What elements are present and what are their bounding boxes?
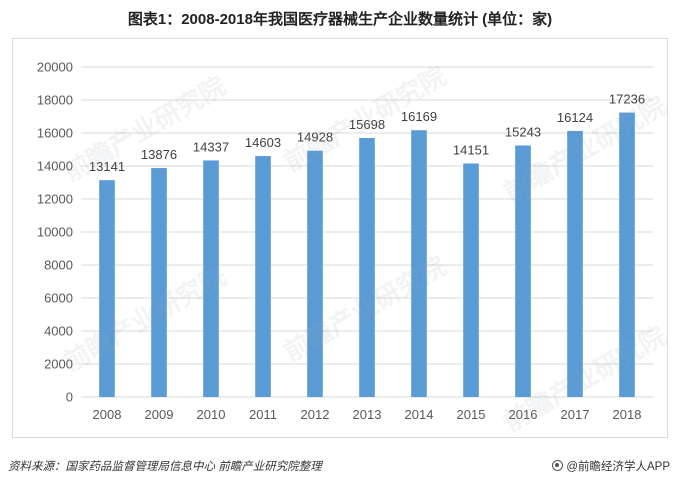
y-tick-label: 10000 <box>37 225 73 240</box>
bar-2008 <box>99 180 115 397</box>
x-tick-label: 2013 <box>353 407 382 422</box>
bar-chart: 0 2000 4000 6000 8000 10000 12000 14000 16000 180… <box>37 60 653 422</box>
y-tick-label: 0 <box>66 390 73 405</box>
data-label: 16169 <box>401 109 437 124</box>
y-tick-label: 20000 <box>37 60 73 75</box>
bar-2017 <box>567 130 583 397</box>
x-tick-label: 2017 <box>561 407 590 422</box>
y-tick-label: 16000 <box>37 126 73 141</box>
brand-text: @前瞻经济学人APP <box>566 461 670 473</box>
data-label: 16124 <box>557 110 593 125</box>
bar-2012 <box>307 150 323 397</box>
y-tick-label: 14000 <box>37 159 73 174</box>
x-tick-label: 2015 <box>457 407 486 422</box>
y-tick-label: 2000 <box>44 357 73 372</box>
bar-2009 <box>151 168 167 397</box>
source-note: 资料来源：国家药品监督管理局信息中心 前瞻产业研究院整理 <box>8 461 322 473</box>
y-tick-label: 8000 <box>44 258 73 273</box>
data-label: 14928 <box>297 130 333 145</box>
bar-2016 <box>515 145 531 397</box>
bar-2013 <box>359 137 375 397</box>
data-label: 15243 <box>505 124 541 139</box>
bar-2014 <box>411 130 427 398</box>
y-tick-label: 6000 <box>44 291 73 306</box>
y-tick-label: 4000 <box>44 324 73 339</box>
data-label: 15698 <box>349 117 385 132</box>
bar-2011 <box>255 156 271 397</box>
brand-logo-icon <box>552 460 564 471</box>
page-title: 图表1：2008-2018年我国医疗器械生产企业数量统计 (单位：家) <box>127 11 553 28</box>
y-tick-label: 18000 <box>37 93 73 108</box>
data-label: 17236 <box>609 92 645 107</box>
x-tick-label: 2016 <box>509 407 538 422</box>
data-label: 13876 <box>141 147 177 162</box>
x-tick-label: 2011 <box>249 407 277 422</box>
x-tick-label: 2009 <box>145 407 174 422</box>
chart-frame: 0 2000 4000 6000 8000 10000 12000 14000 16000 180… <box>12 38 671 438</box>
y-tick-label: 12000 <box>37 192 73 207</box>
data-label: 14603 <box>245 135 281 150</box>
x-tick-label: 2008 <box>93 407 122 422</box>
x-tick-label: 2010 <box>197 407 226 422</box>
x-tick-label: 2012 <box>301 407 330 422</box>
data-label: 13141 <box>89 159 125 174</box>
data-label: 14151 <box>453 143 489 158</box>
x-tick-label: 2018 <box>613 407 642 422</box>
data-label: 14337 <box>193 139 229 154</box>
bar-2018 <box>619 112 635 397</box>
brand-credit: @前瞻经济学人APP <box>552 458 670 474</box>
bar-2010 <box>203 160 219 397</box>
x-tick-label: 2014 <box>405 407 434 422</box>
bar-2015 <box>463 163 479 397</box>
